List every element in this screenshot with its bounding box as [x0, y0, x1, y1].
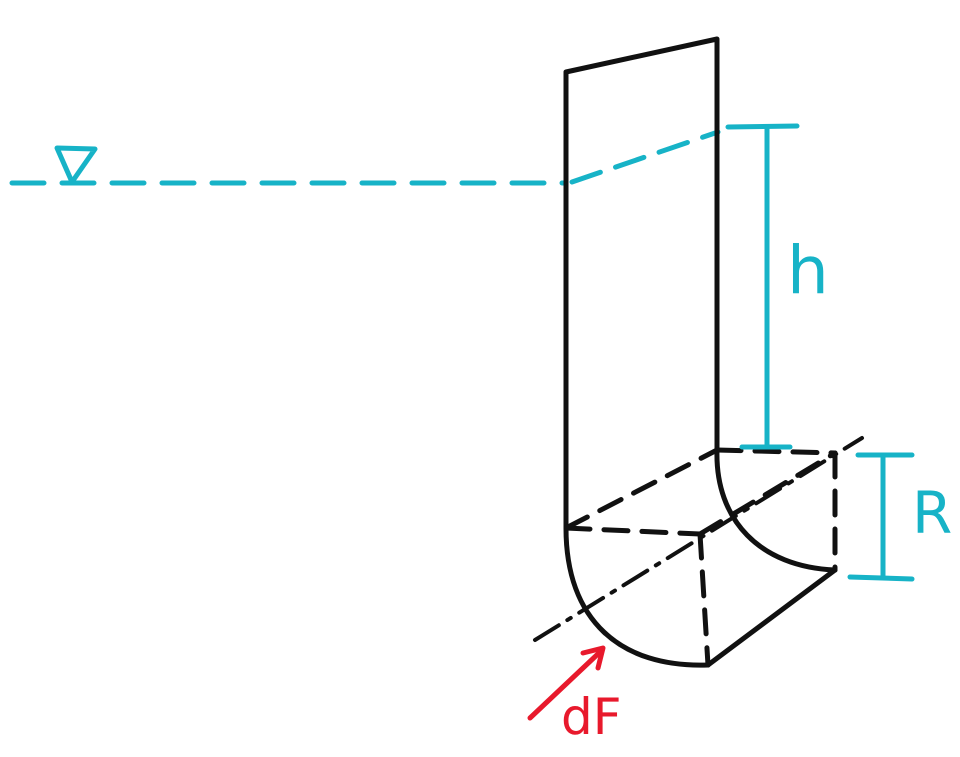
- hidden-top-back-edge: [714, 447, 838, 456]
- radius-dimension: [847, 452, 915, 582]
- depth-label: h: [787, 232, 829, 309]
- force-label: dF: [561, 688, 622, 746]
- front-arc: [563, 525, 711, 668]
- force-arrow: [527, 645, 606, 721]
- force-arrow-head: [580, 645, 606, 671]
- free-surface: [9, 129, 721, 186]
- depth-top-tick: [725, 123, 800, 130]
- axis-line: [533, 436, 864, 642]
- plate-outline: [563, 36, 720, 531]
- bottom-edge: [705, 567, 838, 668]
- free-surface-on-wall-line: [569, 129, 721, 185]
- curved-element: [533, 436, 864, 668]
- hidden-top-front-edge: [563, 525, 703, 537]
- radius-bottom-tick: [847, 574, 915, 582]
- hidden-vertical-edge: [697, 531, 711, 668]
- back-arc: [714, 447, 838, 573]
- vertical-plate: [563, 36, 720, 531]
- water-surface-triangle-icon: [54, 145, 98, 185]
- radius-label: R: [912, 479, 953, 547]
- force-arrow-shaft: [527, 649, 603, 721]
- hidden-top-diagonal-edge: [563, 447, 720, 531]
- depth-dimension: [725, 123, 800, 450]
